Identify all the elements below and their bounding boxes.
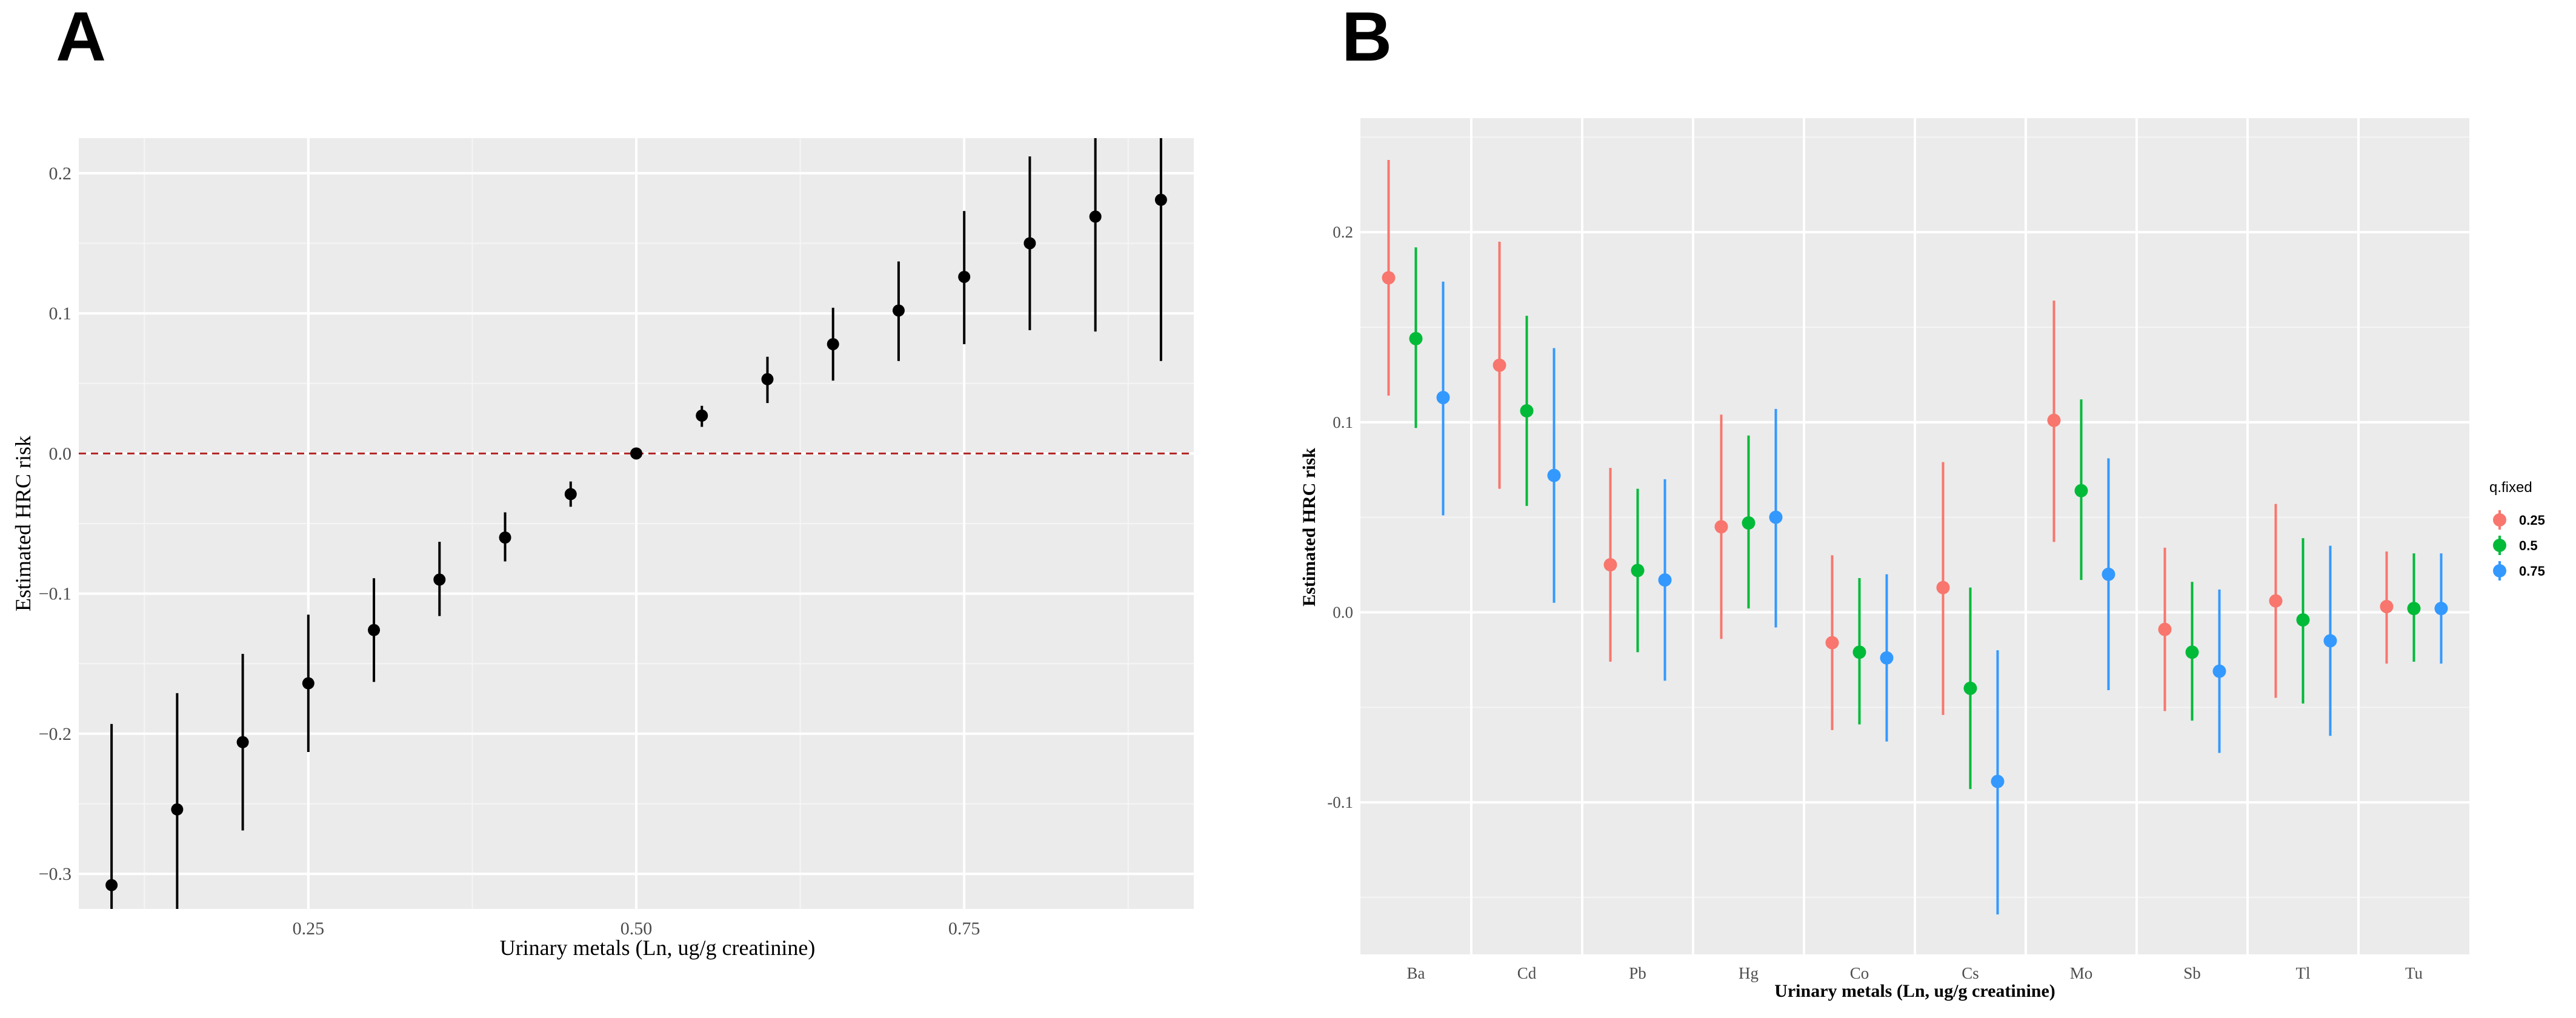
panel-a-point bbox=[236, 736, 249, 748]
panel-b-point bbox=[2407, 602, 2421, 616]
legend-key-point bbox=[2493, 564, 2506, 577]
panel-b-point bbox=[1880, 651, 1894, 665]
panel-b-y-tick-label: 0.0 bbox=[1333, 603, 1353, 621]
panel-a-gridlines bbox=[79, 138, 1194, 909]
panel-a-point bbox=[302, 677, 315, 690]
panel-a-point bbox=[564, 488, 577, 501]
panel-b-point bbox=[2296, 613, 2310, 627]
panel-b-x-axis-title: Urinary metals (Ln, ug/g creatinine) bbox=[1774, 981, 2055, 1001]
panel-b-marks bbox=[1382, 160, 2448, 915]
panel-b-point bbox=[1658, 573, 1672, 587]
panel-b-tick-labels: -0.1 0.0 0.1 0.2 Ba Cd Pb Hg Co Cs Mo Sb Tl Tu bbox=[1327, 223, 2423, 982]
panel-a-point bbox=[368, 624, 381, 636]
panel-b-x-tick-label: Ba bbox=[1407, 964, 1425, 982]
panel-b: B -0.1 0.0 0.1 0.2 Ba Cd Pb Hg Co Cs Mo Sb Tl Tu Urin… bbox=[1299, 0, 2545, 1001]
panel-b-x-tick-label: Pb bbox=[1629, 964, 1646, 982]
panel-b-point bbox=[2074, 484, 2088, 497]
panel-b-point bbox=[1936, 581, 1950, 594]
panel-b-y-tick-label: 0.1 bbox=[1333, 413, 1353, 431]
legend-label: 0.5 bbox=[2519, 538, 2538, 553]
panel-b-letter: B bbox=[1342, 0, 1392, 76]
panel-b-point bbox=[1631, 564, 1645, 577]
panel-a-point bbox=[696, 409, 708, 422]
panel-b-point bbox=[2047, 413, 2061, 427]
panel-b-y-axis-title: Estimated HRC risk bbox=[1299, 448, 1319, 607]
panel-b-point bbox=[1742, 516, 1756, 530]
panel-b-point bbox=[2185, 645, 2199, 659]
panel-b-point bbox=[2269, 594, 2283, 608]
panel-b-point bbox=[1852, 645, 1866, 659]
panel-a: A −0.3 −0.2 −0.1 0.0 0.1 0.2 0.25 0.50 0.75 Urin… bbox=[11, 0, 1194, 960]
panel-b-point bbox=[1547, 468, 1561, 482]
panel-a-point bbox=[761, 373, 774, 385]
panel-a-x-tick-label: 0.25 bbox=[293, 919, 325, 939]
panel-b-x-tick-label: Sb bbox=[2183, 964, 2201, 982]
panel-a-marks bbox=[105, 138, 1167, 909]
panel-a-point bbox=[1023, 237, 1036, 250]
panel-b-legend: q.fixed 0.25 0.5 0.75 bbox=[2489, 479, 2545, 581]
panel-a-tick-labels: −0.3 −0.2 −0.1 0.0 0.1 0.2 0.25 0.50 0.75 bbox=[39, 164, 980, 939]
legend-title: q.fixed bbox=[2489, 479, 2532, 496]
panel-a-x-tick-label: 0.75 bbox=[948, 919, 980, 939]
legend-key-point bbox=[2493, 539, 2506, 552]
panel-a-y-tick-label: 0.0 bbox=[49, 444, 72, 464]
panel-a-point bbox=[105, 879, 118, 891]
panel-b-x-tick-label: Tl bbox=[2296, 964, 2311, 982]
panel-b-point bbox=[1436, 391, 1450, 405]
legend-key-point bbox=[2493, 513, 2506, 527]
panel-a-point bbox=[1089, 210, 1102, 223]
panel-b-point bbox=[1409, 331, 1423, 345]
panel-a-point bbox=[171, 803, 184, 816]
panel-b-gridlines bbox=[1360, 118, 2469, 954]
panel-b-point bbox=[1493, 358, 1506, 372]
panel-a-y-axis-title: Estimated HRC risk bbox=[11, 436, 35, 611]
panel-a-point bbox=[630, 447, 642, 460]
panel-b-y-tick-label: 0.2 bbox=[1333, 223, 1353, 241]
panel-b-point bbox=[2380, 600, 2394, 614]
panel-a-x-axis-title: Urinary metals (Ln, ug/g creatinine) bbox=[500, 936, 816, 960]
panel-a-point bbox=[958, 270, 971, 283]
panel-b-point bbox=[1603, 558, 1617, 572]
panel-a-point bbox=[499, 531, 511, 544]
panel-a-y-tick-label: −0.1 bbox=[39, 584, 72, 604]
panel-a-letter: A bbox=[56, 0, 106, 76]
panel-b-x-tick-label: Tu bbox=[2405, 964, 2423, 982]
panel-b-x-tick-label: Cd bbox=[1517, 964, 1537, 982]
panel-a-point bbox=[1154, 193, 1167, 206]
panel-b-point bbox=[2434, 602, 2448, 616]
panel-b-point bbox=[2102, 567, 2115, 581]
panel-b-point bbox=[2323, 634, 2337, 648]
panel-b-point bbox=[1991, 774, 2005, 788]
panel-a-y-tick-label: 0.1 bbox=[49, 304, 72, 324]
panel-b-y-tick-label: -0.1 bbox=[1327, 793, 1353, 811]
panel-b-point bbox=[1825, 636, 1839, 650]
panel-b-x-tick-label: Co bbox=[1850, 964, 1869, 982]
panel-a-point bbox=[892, 304, 905, 317]
panel-a-y-tick-label: −0.3 bbox=[39, 864, 72, 884]
panel-a-x-tick-label: 0.50 bbox=[621, 919, 653, 939]
panel-b-point bbox=[2212, 664, 2226, 678]
panel-b-point bbox=[1769, 510, 1783, 524]
panel-a-y-tick-label: 0.2 bbox=[49, 164, 72, 184]
legend-label: 0.25 bbox=[2519, 513, 2545, 528]
panel-b-point bbox=[1382, 271, 1396, 285]
panel-a-point bbox=[433, 573, 446, 586]
panel-b-point bbox=[1714, 520, 1728, 534]
panel-b-point bbox=[2158, 622, 2172, 636]
panel-b-x-tick-label: Cs bbox=[1962, 964, 1979, 982]
panel-b-x-tick-label: Mo bbox=[2070, 964, 2093, 982]
legend-label: 0.75 bbox=[2519, 564, 2545, 579]
panel-a-point bbox=[827, 338, 839, 350]
panel-a-y-tick-label: −0.2 bbox=[39, 724, 72, 744]
panel-b-x-tick-label: Hg bbox=[1739, 964, 1759, 982]
panel-b-point bbox=[1520, 404, 1534, 418]
panel-b-point bbox=[1963, 681, 1977, 695]
